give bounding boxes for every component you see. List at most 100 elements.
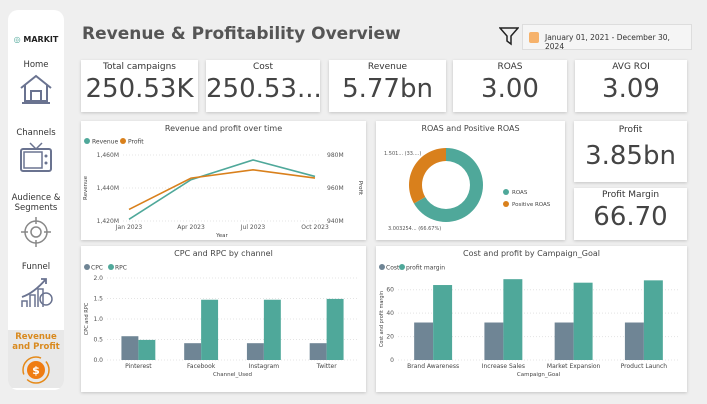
kpi-value: 3.09 bbox=[602, 74, 660, 104]
kpi-value: 3.00 bbox=[481, 74, 539, 104]
y-axis-label: Cost and profit margin bbox=[379, 291, 385, 347]
y2-tick-label: 980M bbox=[327, 152, 344, 159]
kpi-label: Cost bbox=[252, 62, 273, 72]
legend-marker bbox=[108, 264, 114, 270]
filter-icon[interactable] bbox=[499, 26, 519, 46]
y-axis-label: CPC and RPC bbox=[84, 302, 90, 335]
sidebar-item-audience-segments[interactable]: Audience & Segments bbox=[8, 193, 64, 248]
x-tick-label: Facebook bbox=[187, 363, 216, 370]
legend-marker bbox=[84, 264, 90, 270]
bar-cost bbox=[554, 322, 574, 360]
sidebar-item-home[interactable]: Home bbox=[8, 60, 64, 105]
cost-profit-chart-card: Cost and profit by Campaign_Goal Cost pro… bbox=[376, 246, 687, 392]
legend-label: profit margin bbox=[406, 265, 445, 272]
donut-chart: ROAS Positive ROAS 1.501... (33....) 3.0032… bbox=[384, 148, 551, 232]
line-chart-card: Revenue and profit over time Revenue Prof… bbox=[81, 121, 366, 240]
sidebar-item-funnel[interactable]: Funnel bbox=[8, 262, 64, 309]
chart-title: ROAS and Positive ROAS bbox=[421, 124, 520, 133]
y2-tick-label: 960M bbox=[327, 185, 344, 192]
y2-tick-label: 940M bbox=[327, 218, 344, 225]
kpi-revenue: Revenue 5.77bn bbox=[329, 60, 446, 112]
bar-cpc bbox=[121, 336, 139, 360]
y2-axis-label: Profit bbox=[357, 181, 363, 196]
legend-label: CPC bbox=[91, 265, 103, 272]
tv-icon bbox=[20, 142, 52, 172]
bar-profit-margin bbox=[503, 279, 523, 360]
x-tick-label: Increase Sales bbox=[482, 363, 525, 370]
kpi-label: Revenue bbox=[367, 62, 408, 72]
chart-title: CPC and RPC by channel bbox=[174, 249, 273, 258]
sidebar-item-label: Revenue and Profit bbox=[12, 332, 60, 352]
growth-chart-icon bbox=[21, 278, 53, 307]
home-icon bbox=[20, 74, 52, 104]
y-axis-label: Revenue bbox=[83, 175, 89, 200]
y-tick-label: 1,420M bbox=[97, 218, 119, 225]
bar-cost bbox=[624, 322, 644, 360]
bar-rpc bbox=[138, 339, 156, 360]
x-tick-label: Oct 2023 bbox=[301, 224, 329, 231]
bar-profit-margin bbox=[573, 282, 593, 360]
kpi-value: 250.53K bbox=[85, 74, 194, 104]
data-label: 3.003254... (66.67%) bbox=[388, 226, 441, 232]
bar-rpc bbox=[326, 298, 344, 360]
kpi-value: 3.85bn bbox=[585, 141, 676, 171]
date-range-picker[interactable]: January 01, 2021 - December 30, 2024 bbox=[522, 24, 692, 51]
sidebar-item-revenue-profit[interactable]: Revenue and Profit $ bbox=[8, 330, 64, 388]
bar-cost bbox=[484, 322, 504, 360]
x-tick-label: Market Expansion bbox=[547, 363, 601, 370]
bar-rpc bbox=[201, 299, 219, 360]
y-tick-label: 1,460M bbox=[97, 152, 119, 159]
kpi-label: Total campaigns bbox=[103, 62, 176, 72]
x-axis-label: Year bbox=[215, 233, 228, 238]
y-tick-label: 2.0 bbox=[93, 275, 103, 282]
dollar-cycle-icon: $ bbox=[22, 356, 50, 384]
kpi-roas: ROAS 3.00 bbox=[453, 60, 567, 112]
kpi-value: 250.53... bbox=[206, 74, 320, 104]
legend-marker bbox=[399, 264, 405, 270]
kpi-label: AVG ROI bbox=[612, 62, 650, 72]
bar-chart: CPC RPC 0.0 0.5 1.0 1.5 2.0 Pinterest Facebook In… bbox=[84, 264, 358, 378]
legend-marker bbox=[379, 264, 385, 270]
x-tick-label: Product Launch bbox=[621, 363, 668, 370]
logo: ◎ MARKIT bbox=[13, 35, 59, 44]
kpi-total-campaigns: Total campaigns 250.53K bbox=[81, 60, 198, 112]
y-tick-label: 0.0 bbox=[93, 357, 103, 364]
donut-slice bbox=[409, 148, 446, 204]
kpi-value: 5.77bn bbox=[342, 74, 433, 104]
calendar-icon bbox=[529, 32, 539, 43]
kpi-label: Profit Margin bbox=[601, 190, 660, 200]
kpi-profit-margin: Profit Margin 66.70 bbox=[574, 188, 687, 240]
series-line-profit bbox=[128, 169, 316, 211]
x-tick-label: Brand Awareness bbox=[407, 363, 459, 370]
data-label: 1.501... (33....) bbox=[384, 151, 421, 157]
kpi-label: ROAS bbox=[497, 62, 523, 72]
legend-label: RPC bbox=[115, 265, 127, 272]
donut-slice bbox=[413, 148, 483, 222]
bar-cost bbox=[414, 322, 434, 360]
svg-text:$: $ bbox=[32, 364, 40, 377]
kpi-profit: Profit 3.85bn bbox=[574, 121, 687, 182]
x-axis-label: Channel_Used bbox=[213, 372, 252, 378]
legend-marker bbox=[84, 138, 90, 144]
logo-text: MARKIT bbox=[23, 35, 59, 44]
y-tick-label: 20 bbox=[386, 334, 394, 341]
sidebar-item-label: Audience & Segments bbox=[11, 193, 61, 213]
y-tick-label: 1,440M bbox=[97, 185, 119, 192]
x-tick-label: Pinterest bbox=[125, 363, 152, 370]
legend-label: Profit bbox=[128, 139, 144, 146]
legend-label: ROAS bbox=[512, 190, 528, 196]
sidebar-item-channels[interactable]: Channels bbox=[8, 128, 64, 175]
y-tick-label: 60 bbox=[386, 287, 394, 294]
y-tick-label: 0.5 bbox=[93, 337, 103, 344]
bar-chart: Cost profit margin 0 20 40 60 Brand Awareness I… bbox=[379, 264, 679, 378]
kpi-label: Profit bbox=[618, 125, 643, 135]
sidebar: ◎ MARKIT Home Channels Audience & Segmen… bbox=[8, 10, 64, 390]
legend-label: Revenue bbox=[92, 139, 118, 146]
sidebar-item-label: Funnel bbox=[21, 262, 51, 272]
page-title: Revenue & Profitability Overview bbox=[82, 24, 401, 44]
y-tick-label: 0 bbox=[390, 357, 394, 364]
legend-marker bbox=[503, 189, 509, 195]
bar-cpc bbox=[309, 343, 327, 360]
x-tick-label: Apr 2023 bbox=[177, 224, 205, 231]
chart-title: Revenue and profit over time bbox=[164, 124, 283, 133]
